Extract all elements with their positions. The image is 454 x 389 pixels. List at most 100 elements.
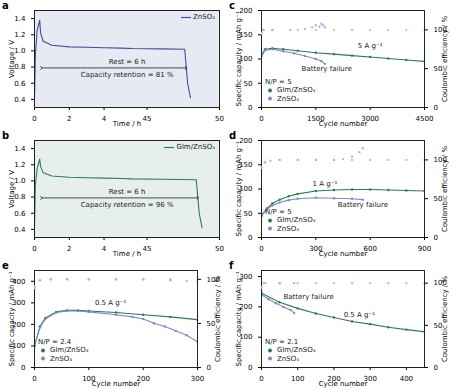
svg-text:45: 45 xyxy=(143,115,152,123)
svg-text:Specific capacity / mAh g⁻¹: Specific capacity / mAh g⁻¹ xyxy=(235,271,243,366)
svg-text:0: 0 xyxy=(32,375,36,383)
svg-text:200: 200 xyxy=(239,136,253,145)
svg-text:Coulombic efficiency / %: Coulombic efficiency / % xyxy=(214,276,222,363)
svg-text:0.6: 0.6 xyxy=(14,79,26,87)
svg-text:Specific capacity / mAh g⁻¹: Specific capacity / mAh g⁻¹ xyxy=(235,141,243,236)
html-text:ZnSO₄: ZnSO₄ xyxy=(193,13,215,21)
html-text:N/P = 2.1: N/P = 2.1 xyxy=(265,337,299,346)
svg-text:50: 50 xyxy=(215,245,224,253)
svg-text:100: 100 xyxy=(239,55,253,64)
svg-text:Specific capacity / mAh g⁻¹: Specific capacity / mAh g⁻¹ xyxy=(8,271,16,366)
svg-text:Capacity retention = 96 %: Capacity retention = 96 % xyxy=(81,201,174,209)
svg-text:Cycle number: Cycle number xyxy=(92,380,141,388)
svg-text:Specific capacity / mAh g⁻¹: Specific capacity / mAh g⁻¹ xyxy=(235,11,243,106)
svg-text:1 A g⁻¹: 1 A g⁻¹ xyxy=(313,180,338,188)
svg-text:4: 4 xyxy=(102,115,107,123)
svg-text:0: 0 xyxy=(248,104,252,112)
svg-text:Voltage / V: Voltage / V xyxy=(8,170,16,208)
svg-text:Cycle number: Cycle number xyxy=(319,380,368,388)
svg-text:600: 600 xyxy=(363,245,377,254)
svg-text:300: 300 xyxy=(363,375,377,384)
svg-text:50: 50 xyxy=(244,79,253,87)
svg-text:400: 400 xyxy=(400,375,413,383)
html-text:N/P = 5: N/P = 5 xyxy=(265,207,292,216)
svg-text:Time / h: Time / h xyxy=(112,120,141,128)
svg-text:0: 0 xyxy=(207,364,211,372)
svg-text:50: 50 xyxy=(433,321,443,330)
svg-text:50: 50 xyxy=(433,194,443,203)
svg-text:300: 300 xyxy=(12,299,26,308)
svg-text:0: 0 xyxy=(21,364,25,372)
svg-text:1.4: 1.4 xyxy=(14,145,26,153)
svg-text:900: 900 xyxy=(418,245,431,253)
html-text:N/P = 2.4: N/P = 2.4 xyxy=(38,337,72,346)
svg-text:50: 50 xyxy=(433,64,443,73)
svg-text:0.6: 0.6 xyxy=(14,209,26,217)
svg-text:0: 0 xyxy=(434,104,438,112)
svg-text:0.8: 0.8 xyxy=(14,63,26,72)
svg-text:Voltage / V: Voltage / V xyxy=(8,40,16,78)
svg-text:4500: 4500 xyxy=(416,115,434,123)
svg-text:50: 50 xyxy=(206,319,216,328)
svg-text:300: 300 xyxy=(191,375,204,383)
html-text:ZnSO₄: ZnSO₄ xyxy=(50,354,72,363)
svg-text:0: 0 xyxy=(434,364,438,372)
svg-text:4: 4 xyxy=(102,245,107,253)
svg-text:50: 50 xyxy=(244,209,253,217)
svg-text:Coulombic efficiency / %: Coulombic efficiency / % xyxy=(441,146,449,233)
svg-text:0: 0 xyxy=(32,115,36,123)
svg-text:100: 100 xyxy=(12,342,26,351)
svg-text:1500: 1500 xyxy=(306,115,325,124)
html-text:b: b xyxy=(2,130,10,141)
svg-text:50: 50 xyxy=(215,115,224,123)
svg-text:400: 400 xyxy=(12,277,26,286)
html-text:ZnSO₄: ZnSO₄ xyxy=(277,224,299,233)
svg-text:45: 45 xyxy=(143,245,152,253)
svg-text:200: 200 xyxy=(12,320,26,329)
svg-text:100: 100 xyxy=(239,185,253,194)
svg-text:1.0: 1.0 xyxy=(14,47,26,56)
svg-text:3000: 3000 xyxy=(361,115,380,124)
svg-text:2: 2 xyxy=(67,245,71,253)
svg-text:Coulombic efficiency / %: Coulombic efficiency / % xyxy=(441,276,449,363)
svg-text:300: 300 xyxy=(239,272,253,281)
svg-text:100: 100 xyxy=(239,333,253,342)
svg-text:0: 0 xyxy=(434,234,438,242)
svg-text:Rest = 6 h: Rest = 6 h xyxy=(109,58,146,66)
svg-text:1.0: 1.0 xyxy=(14,177,26,186)
svg-text:200: 200 xyxy=(136,375,150,384)
svg-text:100: 100 xyxy=(291,375,304,383)
svg-text:Cycle number: Cycle number xyxy=(319,120,368,128)
svg-text:Capacity retention = 81 %: Capacity retention = 81 % xyxy=(81,71,174,79)
svg-text:0: 0 xyxy=(32,245,36,253)
svg-text:0: 0 xyxy=(248,364,252,372)
svg-text:Cycle number: Cycle number xyxy=(319,250,368,258)
svg-text:1.4: 1.4 xyxy=(14,15,26,23)
svg-text:Battery failure: Battery failure xyxy=(302,65,352,73)
svg-text:Rest = 6 h: Rest = 6 h xyxy=(109,188,146,196)
svg-text:Battery failure: Battery failure xyxy=(283,293,333,301)
svg-text:200: 200 xyxy=(239,6,253,15)
svg-text:1.2: 1.2 xyxy=(14,161,25,169)
svg-text:0.5 A g⁻¹: 0.5 A g⁻¹ xyxy=(95,299,127,307)
svg-text:0.4: 0.4 xyxy=(14,96,26,104)
svg-text:0: 0 xyxy=(248,234,252,242)
html-text:ZnSO₄: ZnSO₄ xyxy=(277,354,299,363)
svg-text:0: 0 xyxy=(259,375,263,383)
svg-text:Battery failure: Battery failure xyxy=(338,201,388,209)
svg-text:Time / h: Time / h xyxy=(112,250,141,258)
svg-text:0.4: 0.4 xyxy=(14,226,26,234)
html-text:N/P = 5: N/P = 5 xyxy=(265,77,292,86)
svg-text:0.8: 0.8 xyxy=(14,193,26,202)
svg-text:100: 100 xyxy=(82,375,96,384)
svg-text:0.5 A g⁻¹: 0.5 A g⁻¹ xyxy=(344,311,376,319)
svg-text:1.2: 1.2 xyxy=(14,31,25,39)
svg-text:2: 2 xyxy=(67,115,71,123)
svg-text:0: 0 xyxy=(259,245,263,253)
html-text:ZnSO₄: ZnSO₄ xyxy=(277,94,299,103)
svg-text:Coulombic efficiency / %: Coulombic efficiency / % xyxy=(441,16,449,103)
svg-text:5 A g⁻¹: 5 A g⁻¹ xyxy=(358,42,383,50)
svg-text:200: 200 xyxy=(239,303,253,312)
svg-text:0: 0 xyxy=(259,115,263,123)
svg-text:300: 300 xyxy=(309,245,323,254)
